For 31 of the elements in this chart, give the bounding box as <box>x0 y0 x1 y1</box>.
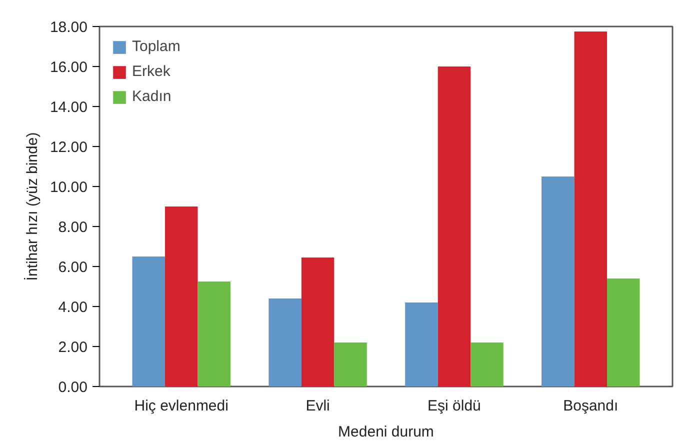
bar <box>301 258 334 386</box>
bar <box>132 256 165 386</box>
bar <box>542 176 574 386</box>
y-tick-label: 10.00 <box>50 179 88 196</box>
bar <box>198 282 230 386</box>
legend-label: Toplam <box>132 38 180 55</box>
y-tick-label: 16.00 <box>50 59 88 76</box>
x-tick-label: Eşi öldü <box>428 398 481 414</box>
y-tick-label: 14.00 <box>50 99 88 116</box>
y-tick-label: 4.00 <box>58 299 88 316</box>
y-tick-label: 12.00 <box>50 139 88 156</box>
x-tick-label: Evli <box>306 398 330 414</box>
bar <box>405 302 438 386</box>
bar <box>607 278 640 386</box>
legend-label: Erkek <box>132 63 170 80</box>
y-tick-label: 8.00 <box>58 219 88 236</box>
bar <box>268 298 302 386</box>
y-tick-label: 0.00 <box>58 379 88 396</box>
x-axis-title: Medeni durum <box>338 424 434 440</box>
x-tick-label: Hiç evlenmedi <box>134 398 228 414</box>
y-tick-label: 18.00 <box>50 19 88 36</box>
legend-label: Kadın <box>132 88 172 105</box>
y-tick-label: 6.00 <box>58 259 88 276</box>
bar <box>334 342 367 386</box>
y-axis-title: İntihar hızı (yüz binde) <box>22 132 41 281</box>
y-tick-label: 2.00 <box>58 339 88 356</box>
bar <box>574 32 608 386</box>
x-tick-label: Boşandı <box>563 398 618 414</box>
bar <box>164 206 198 386</box>
bar <box>470 342 504 386</box>
bar <box>438 66 471 386</box>
